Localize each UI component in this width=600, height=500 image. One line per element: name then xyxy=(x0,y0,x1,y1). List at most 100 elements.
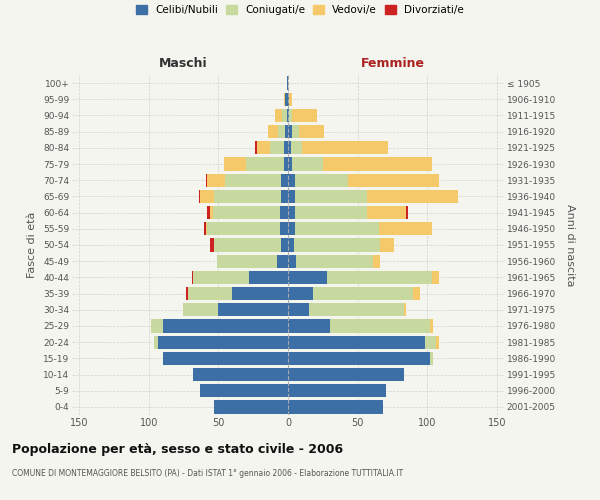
Bar xyxy=(288,125,292,138)
Bar xyxy=(158,336,288,349)
Bar xyxy=(430,320,433,332)
Bar xyxy=(214,190,281,203)
Bar xyxy=(206,222,207,235)
Bar xyxy=(193,270,249,284)
Bar xyxy=(213,206,280,220)
Bar xyxy=(379,222,431,235)
Bar xyxy=(296,254,373,268)
Bar xyxy=(292,109,317,122)
Bar xyxy=(287,109,288,122)
Bar xyxy=(186,287,188,300)
Bar xyxy=(268,125,278,138)
Bar xyxy=(288,287,313,300)
Bar xyxy=(288,158,292,170)
Bar xyxy=(406,206,408,220)
Bar xyxy=(284,158,288,170)
Bar xyxy=(284,92,285,106)
Bar xyxy=(199,190,200,203)
Bar xyxy=(288,270,327,284)
Bar xyxy=(225,174,281,187)
Bar xyxy=(330,320,430,332)
Bar xyxy=(285,125,288,138)
Bar xyxy=(206,174,207,187)
Bar xyxy=(283,109,287,122)
Bar xyxy=(280,222,288,235)
Bar xyxy=(288,384,386,398)
Bar xyxy=(289,109,292,122)
Bar xyxy=(246,158,284,170)
Bar xyxy=(285,92,288,106)
Bar xyxy=(292,158,323,170)
Bar xyxy=(431,270,439,284)
Bar xyxy=(288,352,430,365)
Bar xyxy=(367,206,406,220)
Bar xyxy=(270,141,284,154)
Bar xyxy=(430,352,433,365)
Bar xyxy=(281,238,288,252)
Bar xyxy=(380,238,394,252)
Bar xyxy=(288,303,309,316)
Bar xyxy=(207,206,210,220)
Bar xyxy=(210,206,213,220)
Bar xyxy=(188,287,232,300)
Bar xyxy=(295,174,348,187)
Bar xyxy=(288,238,293,252)
Bar xyxy=(249,270,288,284)
Bar xyxy=(295,190,367,203)
Bar xyxy=(163,320,288,332)
Y-axis label: Fasce di età: Fasce di età xyxy=(28,212,37,278)
Bar xyxy=(151,320,163,332)
Bar xyxy=(205,222,206,235)
Text: Femmine: Femmine xyxy=(361,57,425,70)
Text: Popolazione per età, sesso e stato civile - 2006: Popolazione per età, sesso e stato civil… xyxy=(12,442,343,456)
Bar xyxy=(288,254,296,268)
Bar xyxy=(425,336,436,349)
Bar xyxy=(295,206,367,220)
Bar xyxy=(289,92,292,106)
Bar xyxy=(288,109,289,122)
Bar xyxy=(218,303,288,316)
Bar xyxy=(302,141,388,154)
Bar xyxy=(154,336,158,349)
Bar xyxy=(295,222,379,235)
Bar xyxy=(404,303,406,316)
Bar xyxy=(413,287,421,300)
Bar xyxy=(288,92,289,106)
Bar xyxy=(232,287,288,300)
Bar xyxy=(214,400,288,413)
Bar xyxy=(313,287,413,300)
Bar xyxy=(280,206,288,220)
Bar xyxy=(436,336,439,349)
Bar xyxy=(291,141,302,154)
Bar xyxy=(373,254,380,268)
Bar xyxy=(284,141,288,154)
Bar xyxy=(200,190,214,203)
Bar xyxy=(281,190,288,203)
Bar xyxy=(288,368,404,381)
Bar xyxy=(277,254,288,268)
Bar xyxy=(309,303,404,316)
Bar xyxy=(288,206,295,220)
Bar xyxy=(200,384,288,398)
Bar xyxy=(323,158,431,170)
Bar xyxy=(288,190,295,203)
Bar xyxy=(275,109,283,122)
Bar xyxy=(287,76,288,90)
Bar xyxy=(163,352,288,365)
Bar xyxy=(210,238,214,252)
Text: Maschi: Maschi xyxy=(159,57,208,70)
Text: COMUNE DI MONTEMAGGIORE BELSITO (PA) - Dati ISTAT 1° gennaio 2006 - Elaborazione: COMUNE DI MONTEMAGGIORE BELSITO (PA) - D… xyxy=(12,469,403,478)
Bar xyxy=(254,141,257,154)
Bar xyxy=(288,336,425,349)
Bar xyxy=(288,320,330,332)
Bar xyxy=(257,141,270,154)
Bar xyxy=(207,174,225,187)
Bar xyxy=(193,368,288,381)
Bar xyxy=(288,141,291,154)
Bar xyxy=(288,174,295,187)
Bar xyxy=(192,270,193,284)
Legend: Celibi/Nubili, Coniugati/e, Vedovi/e, Divorziati/e: Celibi/Nubili, Coniugati/e, Vedovi/e, Di… xyxy=(136,5,464,15)
Bar xyxy=(292,125,299,138)
Y-axis label: Anni di nascita: Anni di nascita xyxy=(565,204,575,286)
Bar xyxy=(348,174,439,187)
